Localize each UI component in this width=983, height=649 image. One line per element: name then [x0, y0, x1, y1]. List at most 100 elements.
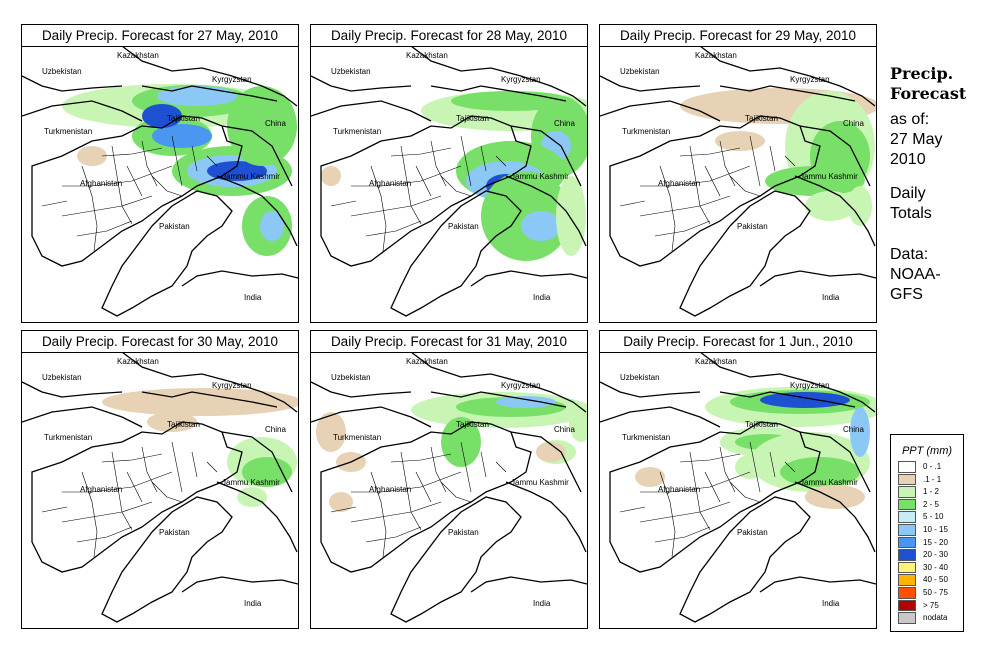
legend-item: > 75 [891, 599, 963, 613]
province-line [350, 195, 442, 217]
precip-cell [321, 166, 341, 186]
border-line [390, 496, 522, 623]
map-label-china: China [843, 425, 864, 434]
as-of-year: 2010 [890, 151, 926, 168]
border-line [609, 421, 821, 573]
border-line [22, 100, 143, 122]
province-line [430, 446, 447, 493]
border-line [430, 85, 567, 102]
map-label-pakistan: Pakistan [159, 222, 190, 231]
data-source-1: NOAA- [890, 266, 941, 283]
country-borders [311, 46, 587, 317]
border-line [311, 381, 412, 398]
province-line [330, 200, 357, 207]
province-line [640, 165, 751, 187]
province-line [784, 461, 796, 473]
legend-rows: 0 - .1 .1 - 1 1 - 2 2 - 5 5 - 10 10 - 15 15 - … [891, 461, 963, 625]
forecast-panel-1: Daily Precip. Forecast for 27 May, 2010 … [21, 24, 299, 323]
legend-label: 2 - 5 [923, 499, 940, 509]
map-label-afghanistan: Afghanistan [80, 485, 122, 494]
border-line [410, 352, 587, 413]
map-label-turkmenistan: Turkmenistan [333, 127, 381, 136]
map-label-kyrgyzstan: Kyrgyzstan [790, 381, 830, 390]
legend-label: 30 - 40 [923, 562, 948, 572]
data-source-2: GFS [890, 286, 923, 303]
border-line [430, 391, 567, 408]
province-line [365, 526, 422, 543]
legend-label: nodata [923, 613, 948, 623]
map-label-india: India [244, 599, 262, 608]
legend-item: .1 - 1 [891, 473, 963, 487]
province-line [784, 155, 796, 167]
map-label-china: China [843, 119, 864, 128]
side-title: Precip. Forecast [890, 64, 966, 104]
border-line [505, 175, 587, 247]
panel-title: Daily Precip. Forecast for 1 Jun., 2010 [600, 331, 876, 353]
legend: PPT (mm) 0 - .1 .1 - 1 1 - 2 2 - 5 5 - 10 10 … [890, 434, 964, 632]
map-label-turkmenistan: Turkmenistan [44, 433, 92, 442]
province-line [640, 471, 751, 493]
province-line [81, 165, 98, 252]
legend-swatch [898, 536, 916, 549]
as-of-date: 27 May [890, 131, 943, 148]
map-label-kyrgyzstan: Kyrgyzstan [212, 75, 252, 84]
province-line [206, 155, 218, 167]
legend-swatch [898, 574, 916, 586]
forecast-panel-4: Daily Precip. Forecast for 30 May, 2010 … [21, 330, 299, 629]
precip-cell [152, 124, 212, 148]
border-line [22, 381, 123, 398]
province-line [141, 446, 158, 493]
precip-map: Kazakhstan Uzbekistan Kyrgyzstan Turkmenist… [600, 352, 876, 623]
map-label-kazakhstan: Kazakhstan [117, 357, 159, 366]
precip-field [635, 387, 876, 509]
province-line [191, 451, 198, 478]
legend-item: 50 - 75 [891, 586, 963, 600]
map-label-jammu-kashmir: Jammu Kashmir [222, 172, 280, 181]
legend-label: 0 - .1 [923, 462, 942, 471]
province-line [365, 220, 422, 237]
map-label-tajikistan: Tajikistan [167, 420, 200, 429]
province-line [151, 481, 183, 503]
province-line [171, 135, 183, 187]
province-line [81, 471, 98, 558]
map-label-kazakhstan: Kazakhstan [406, 51, 448, 60]
border-line [216, 175, 298, 247]
border-line [510, 125, 582, 187]
side-title-line1: Precip. [890, 64, 954, 83]
province-line [191, 145, 198, 172]
province-line [111, 145, 133, 225]
legend-swatch [898, 511, 916, 523]
daily-totals-block: Daily Totals [890, 184, 932, 224]
map-label-india: India [533, 293, 551, 302]
province-line [111, 451, 133, 531]
panel-title: Daily Precip. Forecast for 29 May, 2010 [600, 25, 876, 47]
border-line [470, 270, 587, 287]
province-line [689, 451, 711, 531]
map-label-china: China [265, 425, 286, 434]
map-label-jammu-kashmir: Jammu Kashmir [222, 478, 280, 487]
forecast-panel-5: Daily Precip. Forecast for 31 May, 2010 … [310, 330, 588, 629]
map-label-turkmenistan: Turkmenistan [622, 127, 670, 136]
province-line [749, 135, 761, 187]
country-borders [600, 352, 876, 623]
border-line [22, 75, 123, 92]
border-line [101, 190, 233, 317]
border-line [31, 115, 243, 267]
province-line [440, 175, 472, 197]
province-line [659, 165, 676, 252]
map-label-jammu-kashmir: Jammu Kashmir [511, 478, 569, 487]
border-line [799, 431, 871, 493]
province-line [679, 147, 741, 157]
province-line [430, 140, 447, 187]
province-line [400, 451, 422, 531]
province-line [206, 461, 218, 473]
legend-label: 50 - 75 [923, 587, 948, 597]
map-label-pakistan: Pakistan [448, 528, 479, 537]
legend-item: 5 - 10 [891, 511, 963, 524]
province-line [495, 155, 507, 167]
map-label-kazakhstan: Kazakhstan [695, 51, 737, 60]
province-line [719, 446, 736, 493]
province-line [659, 471, 676, 558]
precip-map: Kazakhstan Uzbekistan Kyrgyzstan Turkmenist… [22, 46, 298, 317]
legend-label: .1 - 1 [923, 474, 942, 484]
